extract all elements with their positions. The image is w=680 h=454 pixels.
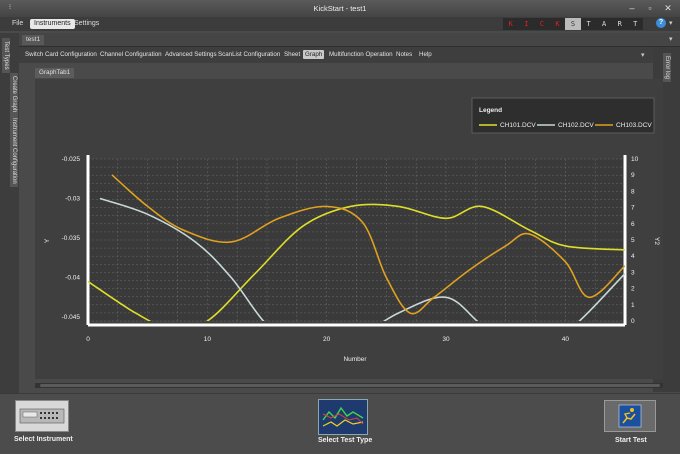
y2-tick-label: 2 xyxy=(631,286,635,293)
bottom-toolbar: Select Instrument Select Test Type Start… xyxy=(0,393,680,454)
kickstart-logo: K I C K S T A R T xyxy=(503,18,643,30)
logo-letter: A xyxy=(602,20,607,28)
instrument-icon xyxy=(19,408,65,424)
logo-letter: K xyxy=(508,20,513,28)
panel-tab-test-types[interactable]: Test Types xyxy=(2,38,10,73)
y-tick-label: -0.025 xyxy=(62,156,81,163)
tab-scanlist-configuration[interactable]: ScanList Configuration xyxy=(218,51,281,58)
axes: -0.025-0.03-0.035-0.04-0.045109876543210… xyxy=(62,155,639,343)
y2-tick-label: 5 xyxy=(631,237,635,244)
y-tick-label: -0.04 xyxy=(65,275,80,282)
start-test-label[interactable]: Start Test xyxy=(615,437,647,444)
logo-letter: K xyxy=(555,20,560,28)
window-title: KickStart - test1 xyxy=(313,4,367,13)
legend-label-ch102: CH102.DCV xyxy=(558,122,594,129)
x-tick-label: 40 xyxy=(562,336,570,343)
legend-label-ch103: CH103.DCV xyxy=(616,122,652,129)
y-tick-label: -0.03 xyxy=(65,196,80,203)
logo-letter: S xyxy=(565,18,581,30)
y2-tick-label: 4 xyxy=(631,253,635,260)
y2-tick-label: 8 xyxy=(631,188,635,195)
test-type-graph-icon xyxy=(322,406,364,427)
series-line-ch101-dcv xyxy=(88,203,625,321)
x-axis-label: Number xyxy=(343,356,367,363)
x-tick-label: 10 xyxy=(204,336,212,343)
select-test-type-button[interactable] xyxy=(318,399,368,435)
panel-tab-error-log[interactable]: Error log xyxy=(663,53,671,83)
tab-switch-card-configuration[interactable]: Switch Card Configuration xyxy=(25,51,97,58)
tab-graph[interactable]: Graph xyxy=(303,50,325,59)
logo-letter: R xyxy=(617,20,622,28)
logo-letter: I xyxy=(524,20,529,28)
chevron-down-icon[interactable]: ▾ xyxy=(669,36,673,43)
restore-icon[interactable]: ▫ xyxy=(648,3,652,13)
tab-notes[interactable]: Notes xyxy=(396,51,413,58)
close-icon[interactable]: ✕ xyxy=(664,3,672,13)
title-bar: KickStart - test1 ⁝ – ▫ ✕ xyxy=(0,0,680,17)
grid-lines xyxy=(87,158,626,322)
y2-tick-label: 10 xyxy=(631,156,639,163)
chevron-down-icon[interactable]: ▾ xyxy=(641,52,645,59)
tab-advanced-settings[interactable]: Advanced Settings xyxy=(165,51,217,58)
start-test-icon xyxy=(618,404,642,428)
line-chart[interactable]: -0.025-0.03-0.035-0.04-0.045109876543210… xyxy=(35,79,663,379)
tab-multifunction-operation[interactable]: Multifunction Operation xyxy=(329,51,393,58)
tab-sheet[interactable]: Sheet xyxy=(284,51,301,58)
series-line-ch102-dcv xyxy=(99,197,625,321)
y2-tick-label: 3 xyxy=(631,269,635,276)
x-tick-label: 30 xyxy=(442,336,450,343)
y2-tick-label: 1 xyxy=(631,302,635,309)
configuration-toolbar: Switch Card Configuration Channel Config… xyxy=(19,47,653,63)
legend-box xyxy=(471,97,655,134)
y-axis-label: Y xyxy=(44,238,51,243)
menu-file[interactable]: File xyxy=(12,20,24,27)
x-tick-label: 0 xyxy=(86,336,90,343)
tab-channel-configuration[interactable]: Channel Configuration xyxy=(100,51,162,58)
y2-tick-label: 6 xyxy=(631,221,635,228)
panel-tab-create-graph[interactable]: Create Graph xyxy=(10,73,18,116)
tab-help[interactable]: Help xyxy=(419,51,432,58)
graph-area: -0.025 -0.03 -0.035 -0.04 -0.045 10 9 8 7 6 5 4 3 2 1 0… xyxy=(35,79,663,379)
graph-tab[interactable]: GraphTab1 xyxy=(35,68,75,78)
start-test-button[interactable] xyxy=(604,400,656,432)
y-tick-label: -0.035 xyxy=(62,235,81,242)
logo-letter: T xyxy=(586,20,591,28)
left-side-panels: Test Types Create Graph Instrument Confi… xyxy=(0,33,19,393)
chevron-down-icon[interactable]: ▾ xyxy=(669,20,673,27)
logo-letter: T xyxy=(633,20,638,28)
panel-tab-instrument-configuration[interactable]: Instrument Configuration xyxy=(10,115,18,187)
app-menu-icon[interactable]: ⁝ xyxy=(8,4,12,11)
select-instrument-label[interactable]: Select Instrument xyxy=(14,436,73,443)
y2-tick-label: 7 xyxy=(631,205,635,212)
menu-instruments[interactable]: Instruments xyxy=(30,19,75,29)
y2-axis-label: Y2 xyxy=(653,237,660,245)
select-instrument-button[interactable] xyxy=(15,400,69,432)
document-tab[interactable]: test1 xyxy=(22,35,45,45)
minimize-icon[interactable]: – xyxy=(629,3,635,13)
document-tab-strip: test1 ▾ xyxy=(19,33,680,47)
y2-tick-label: 0 xyxy=(631,318,635,325)
scrollbar-thumb[interactable] xyxy=(40,384,660,387)
help-icon[interactable]: ? xyxy=(656,18,666,28)
logo-letter: C xyxy=(539,20,545,28)
series-line-ch103-dcv xyxy=(111,174,625,315)
legend-title: Legend xyxy=(479,107,502,114)
select-test-type-label[interactable]: Select Test Type xyxy=(318,437,373,444)
legend: Legend CH101.DCV CH102.DCV CH103.DCV xyxy=(471,97,655,134)
y-tick-label: -0.045 xyxy=(62,314,81,321)
y2-tick-label: 9 xyxy=(631,172,635,179)
x-tick-label: 20 xyxy=(323,336,331,343)
legend-label-ch101: CH101.DCV xyxy=(500,122,536,129)
menu-settings[interactable]: Settings xyxy=(74,20,100,27)
series-lines xyxy=(88,174,625,321)
